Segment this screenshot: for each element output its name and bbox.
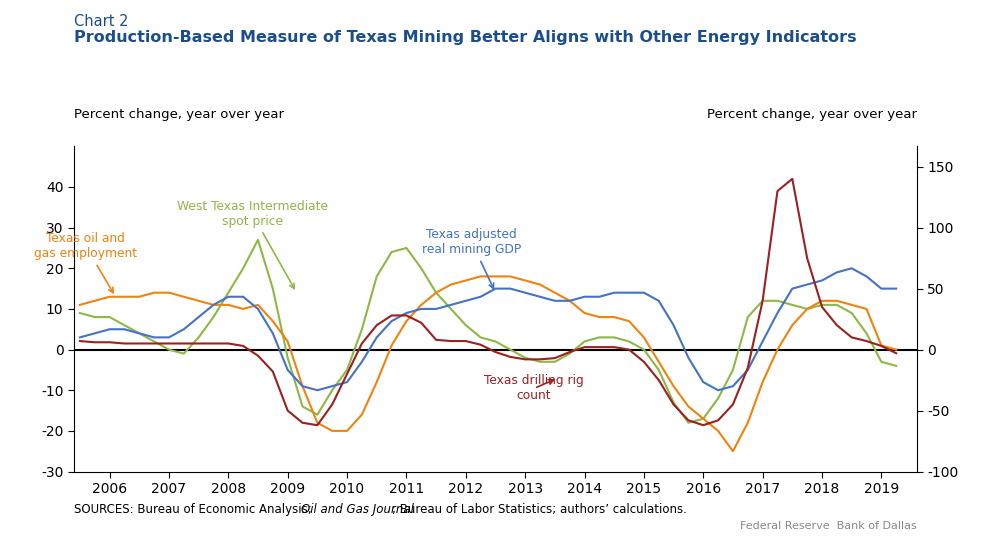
Text: West Texas Intermediate
spot price: West Texas Intermediate spot price xyxy=(176,199,327,289)
Text: Texas drilling rig
count: Texas drilling rig count xyxy=(484,375,584,402)
Text: Percent change, year over year: Percent change, year over year xyxy=(707,108,917,121)
Text: Oil and Gas Journal: Oil and Gas Journal xyxy=(301,503,413,516)
Text: ; Bureau of Labor Statistics; authors’ calculations.: ; Bureau of Labor Statistics; authors’ c… xyxy=(392,503,687,516)
Text: SOURCES: Bureau of Economic Analysis;: SOURCES: Bureau of Economic Analysis; xyxy=(74,503,316,516)
Text: Percent change, year over year: Percent change, year over year xyxy=(74,108,284,121)
Text: Chart 2: Chart 2 xyxy=(74,14,128,29)
Text: Texas adjusted
real mining GDP: Texas adjusted real mining GDP xyxy=(422,228,522,288)
Text: Production-Based Measure of Texas Mining Better Aligns with Other Energy Indicat: Production-Based Measure of Texas Mining… xyxy=(74,30,857,45)
Text: Federal Reserve  Bank of Dallas: Federal Reserve Bank of Dallas xyxy=(740,521,917,531)
Text: Texas oil and
gas employment: Texas oil and gas employment xyxy=(35,232,137,293)
